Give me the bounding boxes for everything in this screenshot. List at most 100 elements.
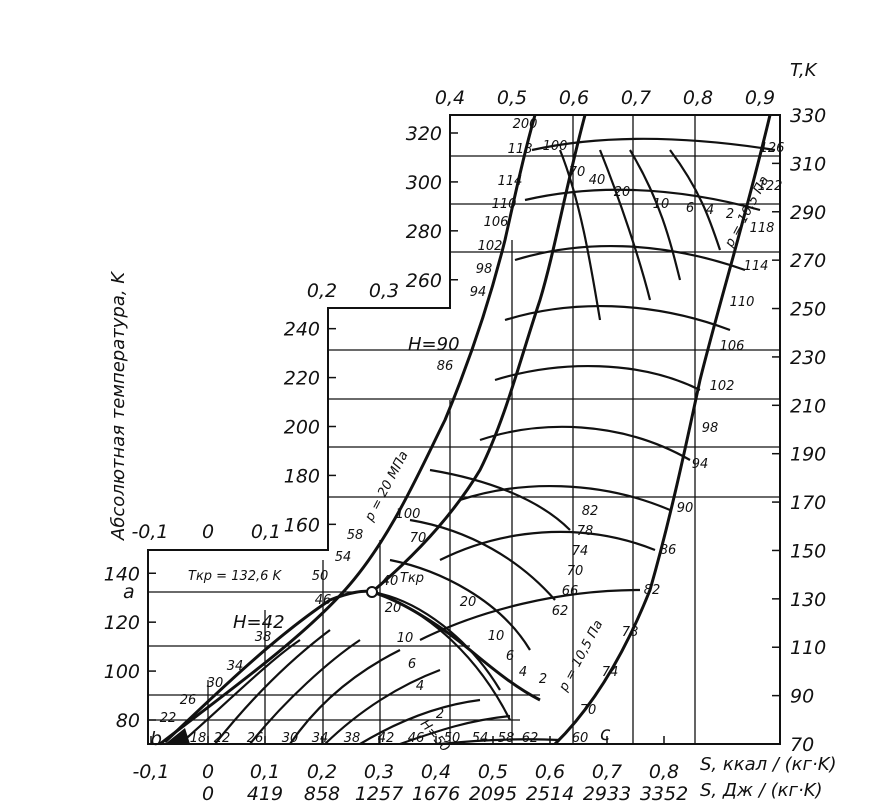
bottom-tick-label-kcal: 0,8 [649, 761, 679, 783]
left-tick-label: 200 [284, 417, 320, 439]
bottom-tick-label-kcal: 0,3 [364, 761, 394, 783]
pressure-label-upper: 4 [706, 203, 714, 218]
top-axis-ticks-2: 0,2 0,3 [307, 280, 399, 302]
bottom-axis-ticks-kcal: -0,1 0 0,1 0,2 0,3 0,4 0,5 0,6 0,7 0,8 [132, 736, 679, 783]
left-tick-label: 120 [104, 612, 140, 634]
pressure-label-lower: 4 [519, 665, 527, 680]
pressure-label-upper: 40 [589, 173, 606, 188]
pressure-label-lower: 10 [488, 629, 505, 644]
left-tick-label: 300 [406, 172, 442, 194]
enthalpy-label-left: 22 [160, 711, 177, 726]
pressure-label-upper: 2 [726, 207, 734, 222]
bottom-tick-label-joule: 1257 [355, 783, 403, 805]
enthalpy-callout-h90: H=90 [408, 334, 460, 355]
pressure-label-lower: 2 [539, 672, 547, 687]
point-a-label: a [123, 581, 135, 603]
bottom-tick-label-joule: 858 [304, 783, 340, 805]
enthalpy-label-right: 78 [622, 625, 639, 640]
pressure-label-lower: 100 [396, 507, 421, 522]
enthalpy-label-middle: 62 [552, 604, 569, 619]
enthalpy-label-right: 82 [644, 583, 661, 598]
left-tick-label: 320 [406, 123, 442, 145]
enthalpy-label-lower: 60 [572, 731, 589, 746]
right-tick-label: 130 [790, 589, 826, 611]
bottom-tick-label-kcal: 0,1 [250, 761, 280, 783]
pressure-isobar-curve [371, 114, 587, 594]
left-tick-label: 80 [116, 710, 140, 732]
top-tick-label-1: 0,9 [745, 87, 775, 109]
left-tick-label: 220 [284, 368, 320, 390]
right-tick-label: 70 [790, 734, 814, 756]
right-tick-label: 330 [790, 105, 826, 127]
bottom-tick-label-joule: 3352 [640, 783, 688, 805]
pressure-label-lower: 40 [382, 574, 399, 589]
bottom-tick-label-joule: 1676 [412, 783, 460, 805]
left-tick-label: 240 [284, 319, 320, 341]
enthalpy-label-right: 126 [760, 141, 785, 156]
enthalpy-curves [179, 137, 776, 746]
enthalpy-label-right: 110 [730, 295, 755, 310]
critical-temperature-label: Tкр = 132,6 K [188, 569, 283, 584]
y-axis-title: Абсолютная температура, K [108, 271, 129, 541]
left-tick-label: 140 [104, 563, 140, 585]
right-tick-label: 230 [790, 347, 826, 369]
curve-labels: 18 22 26 30 34 38 42 46 50 54 58 62 6022263034384650… [160, 117, 785, 746]
bottom-tick-label-kcal: -0,1 [132, 761, 169, 783]
enthalpy-label-left: 54 [335, 550, 352, 565]
enthalpy-label-lower: 62 [522, 731, 539, 746]
enthalpy-label-left: 30 [207, 676, 224, 691]
pressure-label-lower: 10 [397, 631, 414, 646]
pressure-label-upper: 70 [569, 165, 586, 180]
chart-frame [147, 114, 781, 745]
enthalpy-label-middle: 74 [572, 544, 589, 559]
top-tick-label-1: 0,6 [559, 87, 589, 109]
enthalpy-label-right: 114 [744, 259, 769, 274]
pressure-label-lower: 2 [436, 707, 444, 722]
point-b-label: b [150, 728, 162, 750]
enthalpy-label-middle: 94 [470, 285, 487, 300]
bottom-tick-label-joule: 2514 [526, 783, 574, 805]
enthalpy-label-middle: 98 [476, 262, 493, 277]
enthalpy-label-right: 98 [702, 421, 719, 436]
enthalpy-label-middle: 200 [513, 117, 538, 132]
pressure-label-upper: 6 [686, 201, 694, 216]
enthalpy-label-middle: 70 [567, 564, 584, 579]
right-tick-label: 290 [790, 202, 826, 224]
enthalpy-label-lower: 38 [344, 731, 361, 746]
enthalpy-label-lower: 42 [378, 731, 395, 746]
top-axis-ticks-1: 0,4 0,5 0,6 0,7 0,8 0,9 [435, 87, 775, 109]
isotherm-grid [148, 155, 780, 721]
point-b-marker [165, 728, 190, 744]
left-tick-label: 180 [284, 465, 320, 487]
bottom-tick-label-joule: 0 [202, 783, 214, 805]
enthalpy-label-right: 86 [660, 543, 677, 558]
enthalpy-label-left: 46 [315, 593, 332, 608]
isentrope-grid [207, 115, 696, 744]
enthalpy-label-lower: 34 [312, 731, 329, 746]
enthalpy-label-right: 94 [692, 457, 709, 472]
critical-point-marker [366, 586, 378, 598]
top-tick-label-1: 0,5 [497, 87, 527, 109]
right-tick-label: 270 [790, 250, 826, 272]
enthalpy-label-middle: 78 [577, 524, 594, 539]
bottom-axis-ticks-joule: 0 419 858 1257 1676 2095 2514 2933 3352 [202, 783, 688, 805]
low-pressure-isobar-curve [553, 114, 772, 746]
enthalpy-label-middle: 102 [478, 239, 503, 254]
critical-point-label: Tкр [400, 571, 424, 586]
enthalpy-label-middle: 118 [508, 142, 533, 157]
top-tick-label-1: 0,7 [621, 87, 651, 109]
enthalpy-label-middle: 82 [582, 504, 599, 519]
bottom-tick-label-kcal: 0,6 [535, 761, 565, 783]
enthalpy-label-lower: 46 [408, 731, 425, 746]
pressure-label-lower: 70 [410, 531, 427, 546]
right-tick-label: 110 [790, 637, 826, 659]
bottom-tick-label-kcal: 0,5 [478, 761, 508, 783]
pressure-label-upper: 100 [543, 139, 568, 154]
enthalpy-label-left: 38 [255, 630, 272, 645]
pressure-label-lower: 4 [416, 679, 424, 694]
bottom-tick-label-kcal: 0,7 [592, 761, 622, 783]
enthalpy-label-right: 90 [677, 501, 694, 516]
enthalpy-label-left: 50 [312, 569, 329, 584]
bottom-tick-label-kcal: 0 [202, 761, 214, 783]
